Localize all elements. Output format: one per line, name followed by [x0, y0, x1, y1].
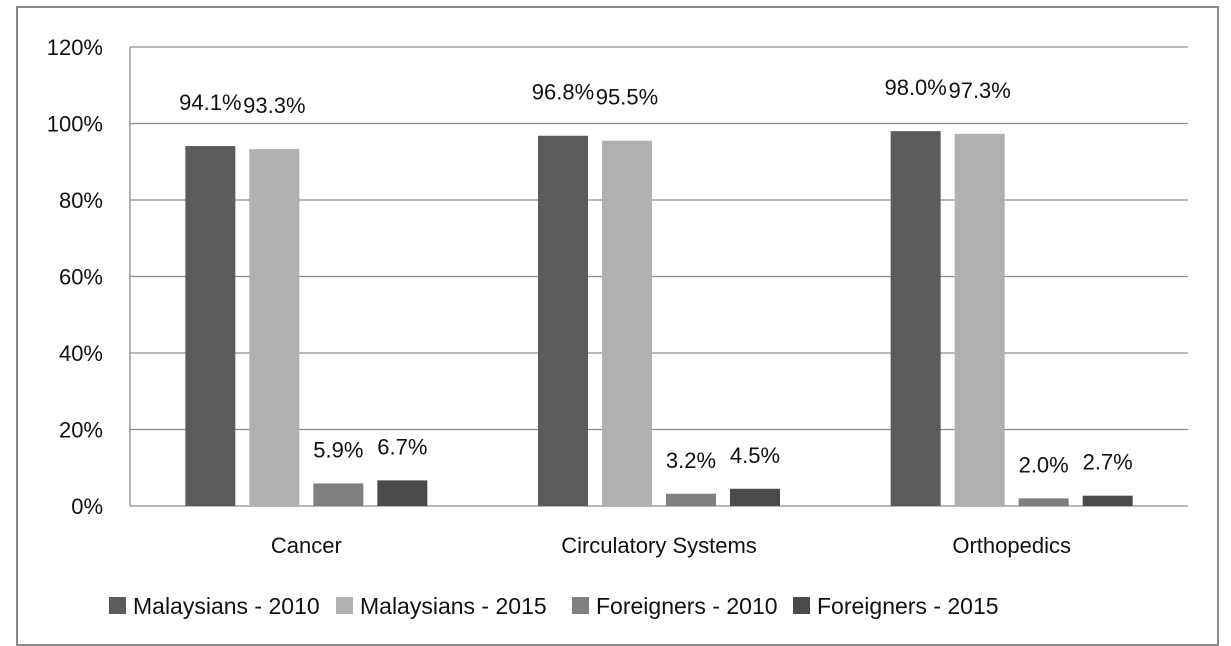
y-tick-label: 100%: [47, 112, 103, 137]
bar: [954, 133, 1005, 506]
data-label: 3.2%: [666, 448, 716, 473]
legend-label: Foreigners - 2015: [817, 593, 999, 619]
bar: [1082, 495, 1133, 506]
bar: [313, 483, 364, 506]
y-tick-label: 60%: [59, 265, 103, 290]
bar: [249, 149, 300, 506]
data-label: 2.0%: [1019, 452, 1069, 477]
bar: [602, 140, 652, 506]
data-label: 6.7%: [377, 434, 427, 459]
y-tick-label: 120%: [47, 35, 103, 60]
y-tick-label: 20%: [59, 418, 103, 443]
legend-label: Malaysians - 2010: [133, 593, 320, 619]
legend-swatch: [336, 597, 353, 614]
data-label: 96.8%: [532, 80, 594, 105]
data-label: 98.0%: [884, 75, 946, 100]
bar: [185, 146, 236, 506]
data-label: 2.7%: [1083, 450, 1133, 475]
bar: [1018, 498, 1069, 506]
data-label: 93.3%: [243, 93, 305, 118]
data-label: 94.1%: [179, 90, 241, 115]
legend-swatch: [109, 597, 126, 614]
legend-swatch: [572, 597, 589, 614]
bar: [666, 493, 716, 506]
x-tick-label: Orthopedics: [952, 533, 1071, 558]
legend-label: Malaysians - 2015: [360, 593, 547, 619]
data-label: 97.3%: [948, 78, 1010, 103]
y-tick-label: 80%: [59, 188, 103, 213]
x-tick-label: Cancer: [271, 533, 342, 558]
bar: [538, 135, 588, 507]
data-label: 95.5%: [596, 85, 658, 110]
bar: [730, 488, 780, 506]
legend-swatch: [793, 597, 810, 614]
y-tick-label: 0%: [71, 494, 103, 519]
data-label: 5.9%: [313, 437, 363, 462]
y-tick-label: 40%: [59, 341, 103, 366]
bar: [890, 131, 941, 506]
x-tick-label: Circulatory Systems: [561, 533, 757, 558]
legend-label: Foreigners - 2010: [596, 593, 778, 619]
bar: [377, 480, 428, 506]
data-label: 4.5%: [730, 443, 780, 468]
